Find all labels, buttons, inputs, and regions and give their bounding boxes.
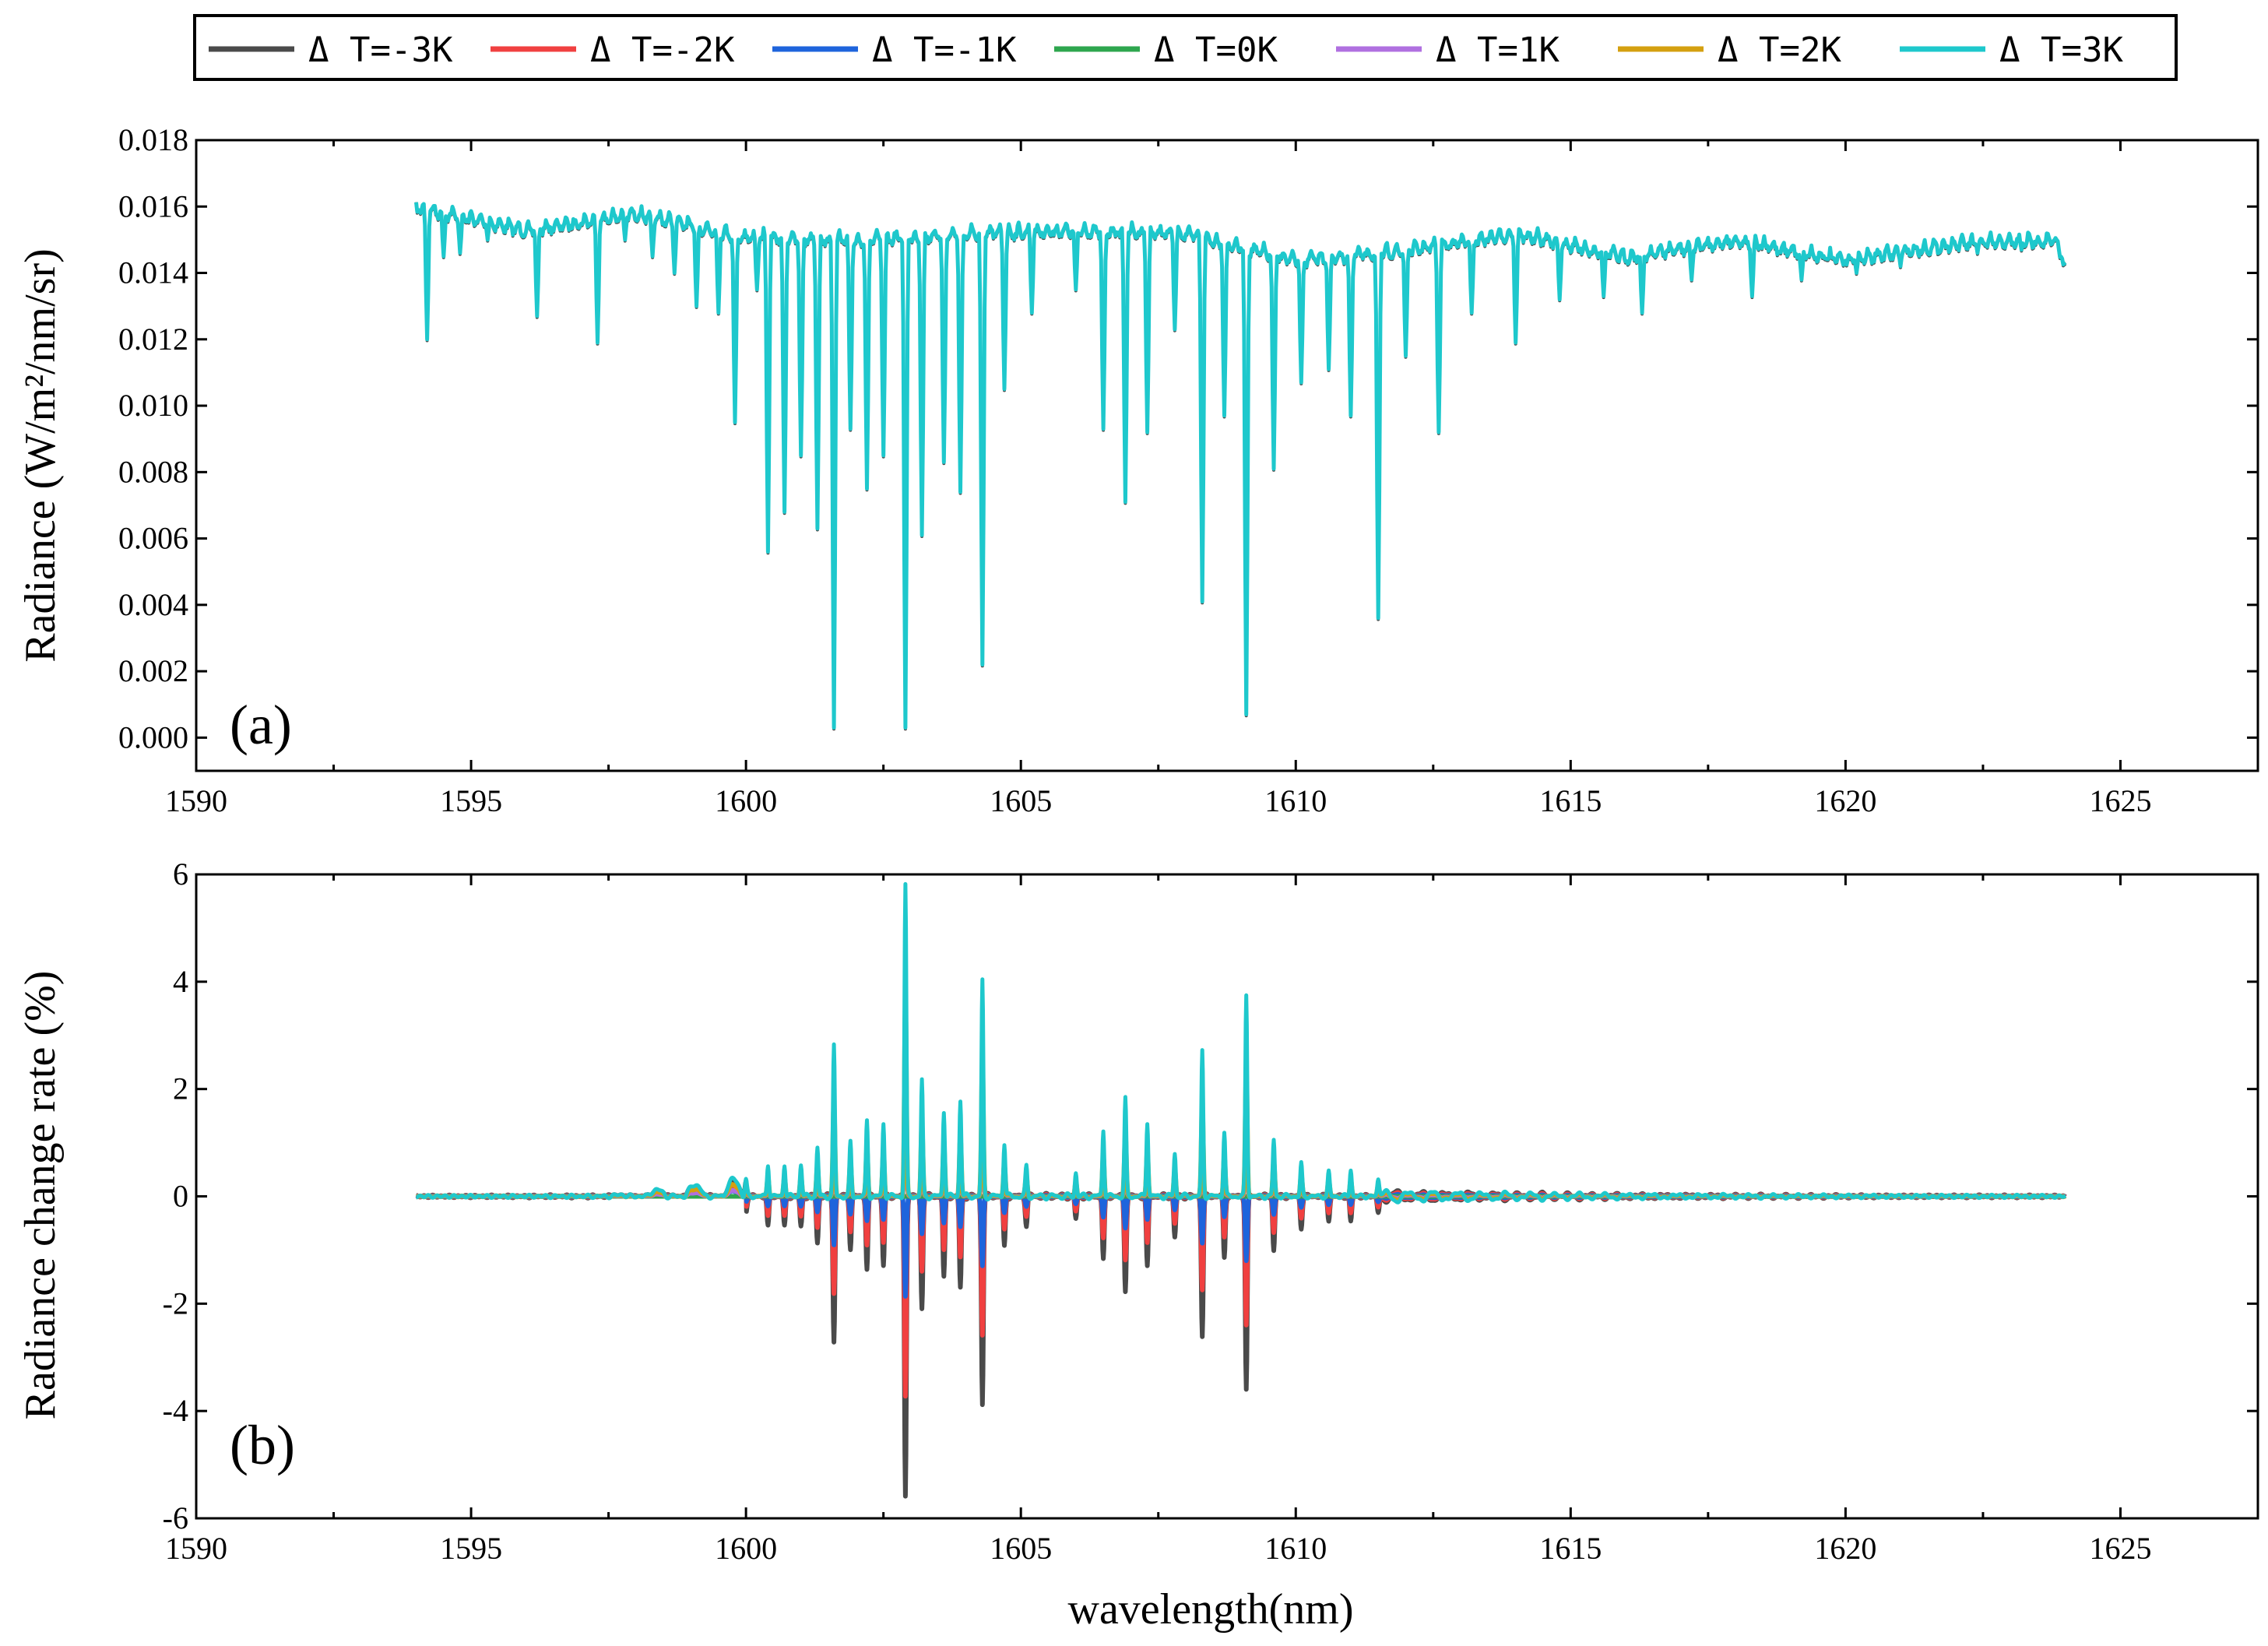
panel-a: 1590 1595 1600 1605 1610 1615 1620 1625 0.000 0.0… [16,122,2259,818]
panel-b-series-line [414,994,2068,1203]
legend-label: Δ T=0K [1154,30,1278,70]
panel-a-ytick-label: 0.002 [118,653,188,688]
panel-a-ytick-label: 0.008 [118,454,188,489]
panel-a-frame [195,139,2259,772]
panel-b-series-line [414,1188,2068,1299]
panel-a-series-line [414,202,2067,730]
panel-a-xtick-label: 1615 [1539,783,1602,818]
legend-item: Δ T=0K [1054,30,1278,70]
panel-b: 1590 1595 1600 1605 1610 1615 1620 1625 -6 -4 -2 0 2… [16,856,2259,1634]
legend: Δ T=-3K Δ T=-2K Δ T=-1K Δ T=0K Δ T=1K Δ T=2K Δ… [193,14,2178,81]
panel-b-series-line [414,881,2067,1205]
legend-label: Δ T=-3K [308,30,453,70]
panel-a-ytick-label: 0.012 [118,322,188,357]
panel-a-xtick-label: 1610 [1264,783,1327,818]
panel-a-xtick-label: 1600 [715,783,777,818]
panel-a-xtick-label: 1595 [440,783,502,818]
panel-b-ytick-label: 6 [173,856,188,892]
panel-a-xtick-label: 1605 [990,783,1052,818]
panel-b-series-line [414,1094,2068,1201]
panel-a-ytick-label: 0.004 [118,587,188,622]
legend-label: Δ T=2K [1718,30,1841,70]
panel-b-xtick-label: 1610 [1264,1531,1327,1566]
panel-a-ytick-label: 0.014 [118,255,188,290]
panel-a-series-line [414,203,2067,731]
panel-b-series-line [414,1177,2068,1499]
panel-b-xtick-label: 1615 [1539,1531,1602,1566]
panel-b-xtick-label: 1595 [440,1531,502,1566]
legend-item: Δ T=-1K [772,30,1017,70]
legend-label: Δ T=-2K [590,30,735,70]
panel-b-xtick-label: 1605 [990,1531,1052,1566]
legend-label: Δ T=-1K [872,30,1017,70]
panel-b-ylabel: Radiance change rate (%) [16,971,65,1420]
legend-item: Δ T=1K [1336,30,1559,70]
x-axis-title: wavelength(nm) [1068,1585,1354,1634]
panel-a-ytick-label: 0.000 [118,719,188,754]
panel-a-xtick-label: 1590 [165,783,227,818]
panel-a-series-line [414,202,2067,730]
panel-a-ytick-label: 0.010 [118,388,188,423]
legend-item: Δ T=2K [1618,30,1841,70]
panel-a-series-line [414,202,2067,730]
legend-label: Δ T=1K [1436,30,1559,70]
panel-b-ytick-label: 2 [173,1071,188,1106]
panel-a-series-line [414,202,2067,730]
panel-a-series-line [414,202,2067,730]
legend-label: Δ T=3K [1999,30,2123,70]
legend-item: Δ T=3K [1900,30,2123,70]
panel-b-xtick-label: 1600 [715,1531,777,1566]
panel-b-ytick-label: 0 [173,1179,188,1214]
panel-a-xtick-label: 1625 [2089,783,2151,818]
panel-a-ytick-label: 0.018 [118,122,188,157]
panel-b-label: (b) [230,1414,295,1476]
panel-a-label: (a) [230,694,292,756]
panel-b-ytick-label: -4 [163,1393,188,1428]
panel-b-xtick-label: 1625 [2089,1531,2151,1566]
panel-b-series-line [414,1183,2068,1399]
panel-a-ylabel: Radiance (W/m²/nm/sr) [16,248,65,663]
panel-a-ytick-label: 0.006 [118,521,188,556]
panel-b-ytick-label: -2 [163,1285,188,1321]
legend-item: Δ T=-3K [209,30,453,70]
panel-b-xtick-label: 1590 [165,1531,227,1566]
panel-a-series-line [414,202,2067,730]
panel-b-ytick-label: -6 [163,1500,188,1535]
legend-item: Δ T=-2K [491,30,735,70]
panel-b-ytick-label: 4 [173,964,188,999]
panel-b-xtick-label: 1620 [1814,1531,1876,1566]
panel-a-xtick-label: 1620 [1814,783,1876,818]
panel-a-ytick-label: 0.016 [118,188,188,223]
